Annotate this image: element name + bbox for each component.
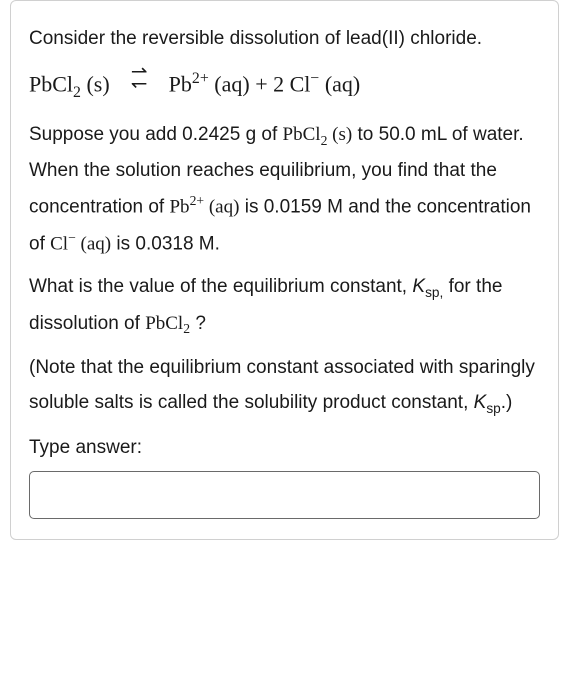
rhs-ion2-state: (aq) — [325, 71, 360, 96]
note-paragraph: (Note that the equilibrium constant asso… — [29, 350, 540, 421]
rhs-ion1: Pb — [169, 71, 192, 96]
lhs-state: (s) — [86, 71, 109, 96]
question-card: Consider the reversible dissolution of l… — [10, 0, 559, 540]
body-paragraph-1: Suppose you add 0.2425 g of PbCl2 (s) to… — [29, 117, 540, 261]
rhs-ion2: Cl — [290, 71, 311, 96]
lhs-species: PbCl — [29, 71, 73, 96]
type-answer-label: Type answer: — [29, 437, 540, 459]
body-paragraph-2: What is the value of the equilibrium con… — [29, 269, 540, 341]
rhs-ion1-charge: 2+ — [192, 70, 209, 87]
lhs-subscript: 2 — [73, 84, 81, 101]
rhs-ion2-charge: − — [310, 70, 319, 87]
equilibrium-arrow-icon: ⇀ ↽ — [119, 69, 159, 104]
rhs-ion1-state: (aq) — [214, 71, 249, 96]
answer-input[interactable] — [29, 471, 540, 519]
chemical-equation: PbCl2 (s) ⇀ ↽ Pb2+ (aq) + 2 Cl− (aq) — [29, 66, 540, 105]
plus-text: + 2 — [250, 71, 290, 96]
intro-text: Consider the reversible dissolution of l… — [29, 21, 540, 56]
